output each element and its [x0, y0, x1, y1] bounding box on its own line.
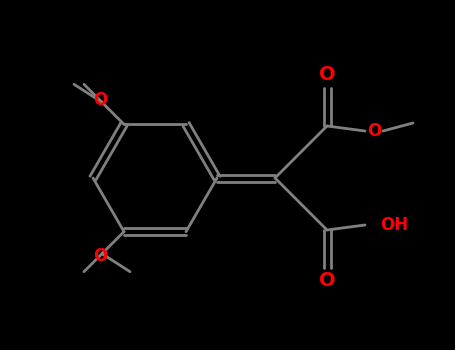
- Text: O: O: [93, 247, 107, 265]
- Text: OH: OH: [380, 216, 408, 234]
- Text: O: O: [93, 91, 107, 109]
- Text: O: O: [318, 272, 335, 290]
- Text: O: O: [318, 65, 335, 84]
- Text: O: O: [367, 122, 381, 140]
